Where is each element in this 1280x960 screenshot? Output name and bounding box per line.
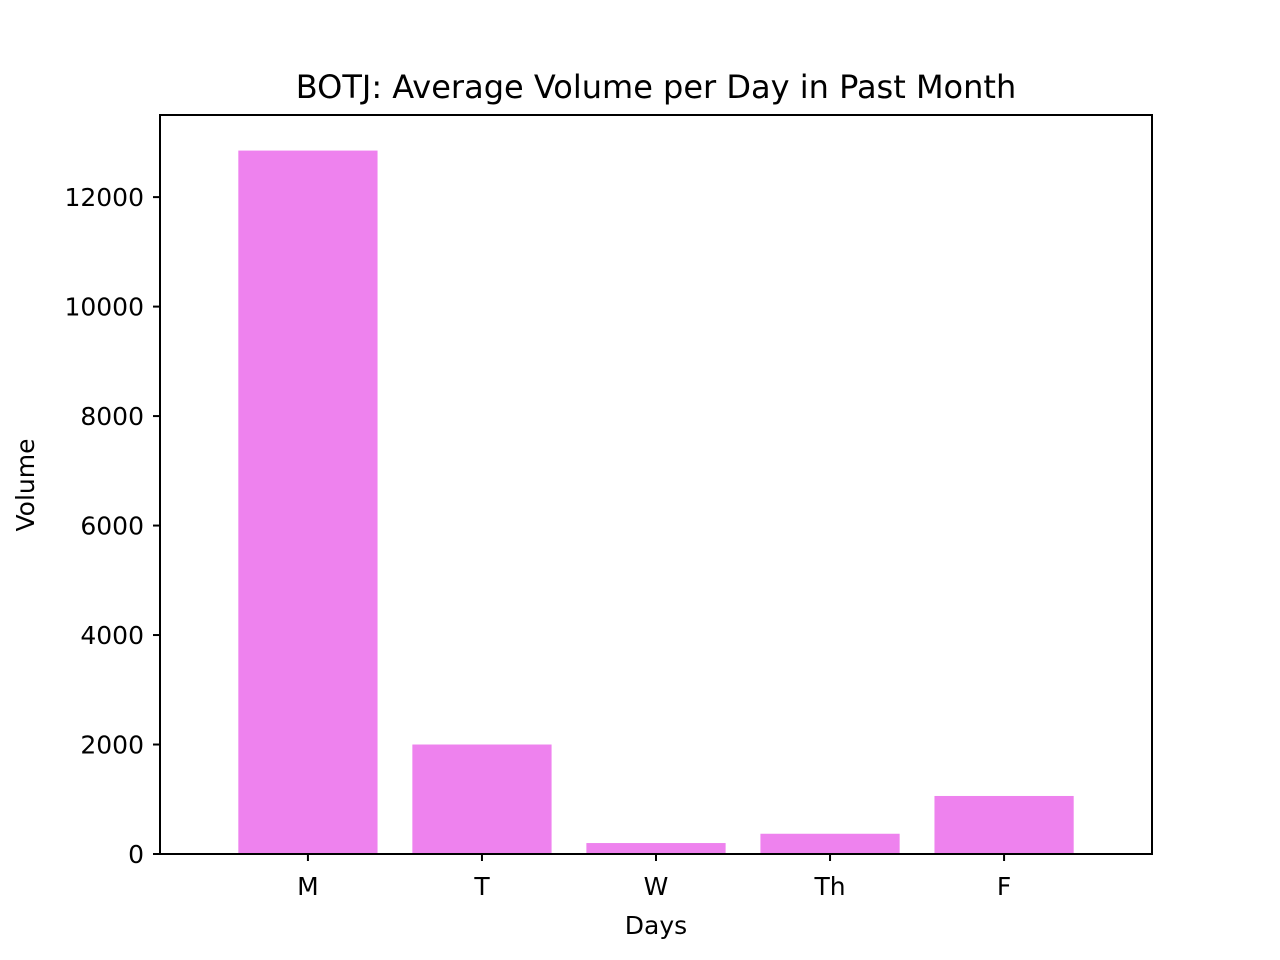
bar-t xyxy=(412,744,552,854)
y-tick-label: 8000 xyxy=(80,402,144,431)
x-tick-label: Th xyxy=(813,872,845,901)
bars xyxy=(238,150,1074,854)
y-tick-label: 0 xyxy=(128,840,144,869)
y-tick-label: 2000 xyxy=(80,731,144,760)
bar-m xyxy=(238,150,378,854)
y-tick-label: 6000 xyxy=(80,512,144,541)
bar-th xyxy=(760,833,900,854)
x-tick-label: F xyxy=(997,872,1011,901)
y-tick-label: 10000 xyxy=(64,293,144,322)
bar-w xyxy=(586,843,726,854)
plot-area: 0 2000 4000 6000 8000 10000 12000 M T W Th F xyxy=(64,114,1153,901)
x-tick-label: T xyxy=(473,872,490,901)
plot-frame xyxy=(159,114,1153,855)
y-tick-label: 12000 xyxy=(64,183,144,212)
y-tick-label: 4000 xyxy=(80,621,144,650)
x-tick-label: W xyxy=(644,872,669,901)
bar-f xyxy=(934,795,1074,854)
x-axis-label: Days xyxy=(625,911,687,940)
y-axis-ticks: 0 2000 4000 6000 8000 10000 12000 xyxy=(64,183,160,869)
x-axis-ticks: M T W Th F xyxy=(297,854,1011,901)
y-axis-label: Volume xyxy=(11,439,40,532)
x-tick-label: M xyxy=(297,872,319,901)
chart-title: BOTJ: Average Volume per Day in Past Mon… xyxy=(296,68,1016,106)
